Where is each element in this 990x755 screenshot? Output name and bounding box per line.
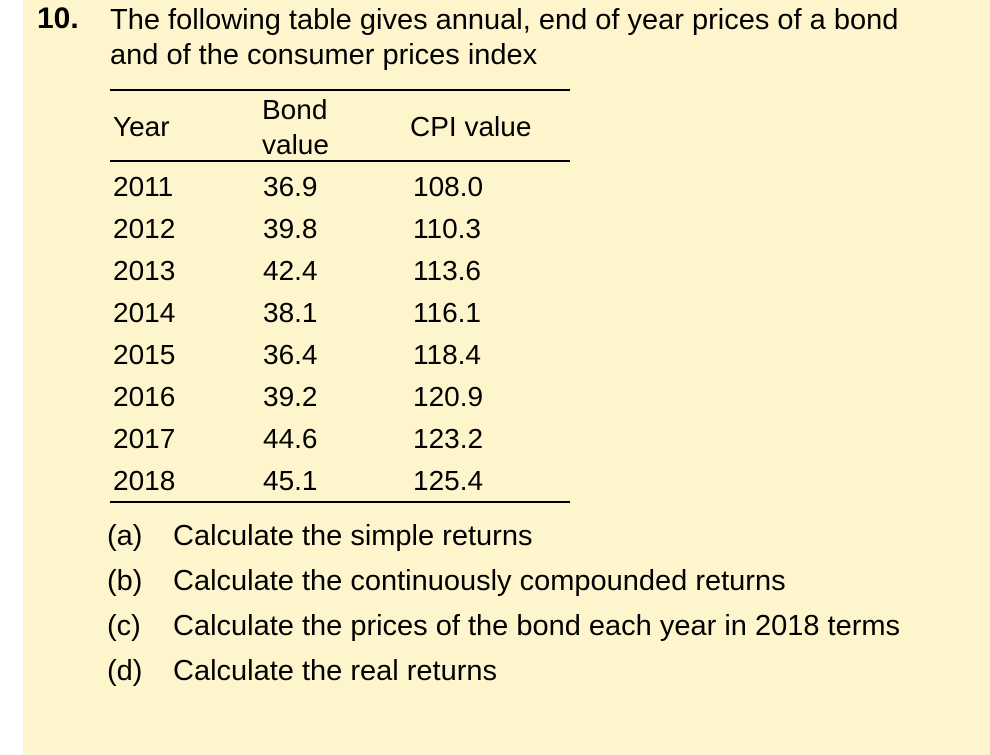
header-bond-line-1: Bond (262, 94, 328, 125)
cell-year: 2018 (113, 465, 176, 496)
table-row: 2016 39.2 120.9 (0, 376, 990, 418)
table-bottom-rule (110, 501, 570, 503)
cell-bond-value: 36.4 (263, 339, 318, 370)
header-bond-value: Bond value (262, 92, 362, 162)
question-number: 10. (37, 2, 79, 35)
question-text-line-2: and of the consumer prices index (110, 39, 538, 71)
cell-year: 2014 (113, 297, 176, 328)
cell-cpi-value: 120.9 (413, 381, 484, 412)
cell-cpi-value: 116.1 (413, 297, 481, 328)
cell-bond-value: 38.1 (263, 297, 318, 328)
cell-year: 2012 (113, 213, 176, 244)
task-text: Calculate the real returns (173, 655, 497, 687)
table-row: 2015 36.4 118.4 (0, 334, 990, 376)
cell-year: 2015 (113, 339, 176, 370)
task-label: (a) (107, 520, 143, 552)
cell-cpi-value: 108.0 (413, 171, 484, 202)
cell-year: 2017 (113, 423, 176, 454)
cell-year: 2013 (113, 255, 176, 286)
header-cpi-value: CPI value (410, 111, 532, 142)
task-label: (d) (107, 655, 143, 687)
table-top-rule (110, 89, 570, 91)
cell-bond-value: 42.4 (263, 255, 318, 286)
table-row: 2012 39.8 110.3 (0, 208, 990, 250)
task-label: (c) (107, 610, 141, 642)
cell-cpi-value: 110.3 (413, 213, 481, 244)
task-text: Calculate the continuously compounded re… (173, 565, 786, 597)
cell-bond-value: 36.9 (263, 171, 318, 202)
task-text: Calculate the simple returns (173, 520, 533, 552)
header-year: Year (113, 111, 170, 142)
cell-bond-value: 45.1 (263, 465, 318, 496)
cell-bond-value: 39.8 (263, 213, 318, 244)
table-row: 2014 38.1 116.1 (0, 292, 990, 334)
table-body: 2011 36.9 108.0 2012 39.8 110.3 2013 42.… (0, 166, 990, 502)
table-row: 2013 42.4 113.6 (0, 250, 990, 292)
table-header-rule (110, 160, 570, 162)
cell-cpi-value: 118.4 (413, 339, 481, 370)
cell-bond-value: 39.2 (263, 381, 318, 412)
task-label: (b) (107, 565, 143, 597)
cell-cpi-value: 123.2 (413, 423, 484, 454)
cell-cpi-value: 125.4 (413, 465, 484, 496)
cell-bond-value: 44.6 (263, 423, 318, 454)
cell-cpi-value: 113.6 (413, 255, 481, 286)
table-row: 2011 36.9 108.0 (0, 166, 990, 208)
question-panel (23, 0, 990, 755)
cell-year: 2016 (113, 381, 176, 412)
cell-year: 2011 (113, 171, 174, 202)
task-text: Calculate the prices of the bond each ye… (173, 610, 901, 642)
table-row: 2017 44.6 123.2 (0, 418, 990, 460)
header-bond-line-2: value (262, 129, 329, 160)
question-text: The following table gives annual, end of… (110, 3, 980, 73)
question-text-line-1: The following table gives annual, end of… (110, 4, 899, 36)
table-row: 2018 45.1 125.4 (0, 460, 990, 502)
